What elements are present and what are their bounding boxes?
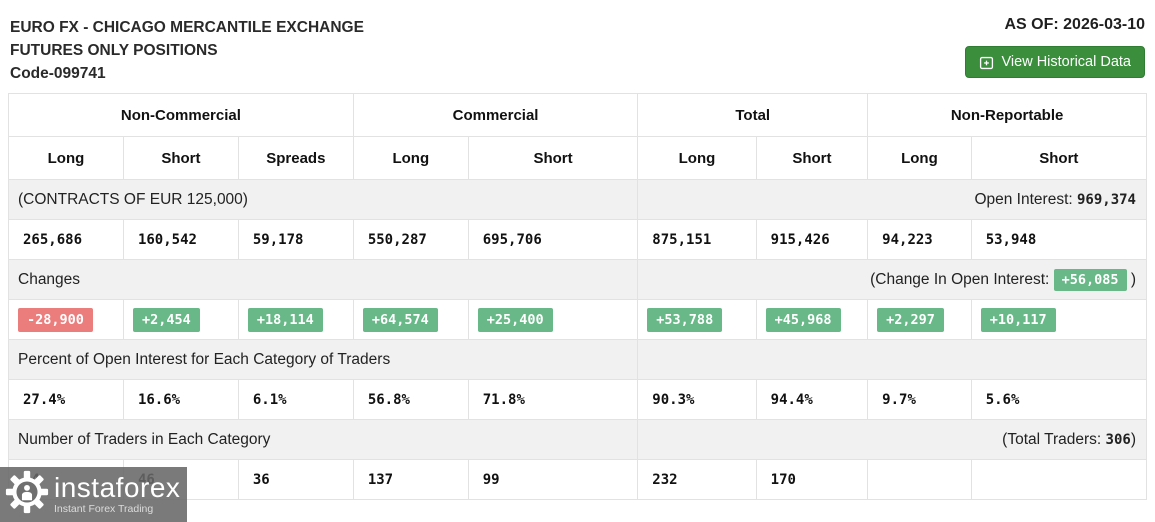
group-header-non-commercial: Non-Commercial <box>8 93 354 137</box>
positions-cell: 695,706 <box>467 219 639 260</box>
change-in-open-interest: (Change In Open Interest: +56,085 ) <box>637 259 1147 300</box>
group-header-non-reportable: Non-Reportable <box>867 93 1147 137</box>
calendar-plus-icon <box>979 55 994 70</box>
watermark-text: instaforex Instant Forex Trading <box>54 474 180 515</box>
traders-label: Number of Traders in Each Category <box>7 419 639 460</box>
percent-cell: 6.1% <box>237 379 354 420</box>
instaforex-gear-logo-icon <box>5 470 49 519</box>
total-traders: (Total Traders: 306) <box>637 419 1147 460</box>
change-badge: +2,297 <box>877 307 944 332</box>
report-header: EURO FX - CHICAGO MERCANTILE EXCHANGE FU… <box>10 16 364 85</box>
report-title: EURO FX - CHICAGO MERCANTILE EXCHANGE <box>10 19 364 36</box>
change-badge: +53,788 <box>647 307 723 332</box>
total-traders-value: 306 <box>1105 431 1131 448</box>
change-badge: +10,117 <box>980 307 1056 332</box>
percent-cell: 16.6% <box>122 379 239 420</box>
watermark-brand: instaforex <box>54 472 181 504</box>
positions-cell: 53,948 <box>970 219 1148 260</box>
col-header-nc-long: Long <box>8 136 124 180</box>
percent-label: Percent of Open Interest for Each Catego… <box>7 339 639 380</box>
positions-cell: 59,178 <box>237 219 354 260</box>
change-badge: +64,574 <box>362 307 438 332</box>
group-header-total: Total <box>637 93 869 137</box>
group-header-row: Non-Commercial Commercial Total Non-Repo… <box>8 93 1147 137</box>
positions-cell: 915,426 <box>755 219 869 260</box>
traders-cell: 99 <box>467 459 639 500</box>
percent-cell: 27.4% <box>8 379 124 420</box>
view-historical-data-button[interactable]: View Historical Data <box>964 46 1145 78</box>
group-header-commercial: Commercial <box>352 93 639 137</box>
col-header-c-short: Short <box>467 136 639 180</box>
change-badge: +45,968 <box>765 307 841 332</box>
traders-cell <box>970 459 1148 500</box>
open-interest: Open Interest: 969,374 <box>637 179 1147 220</box>
change-oi-badge: +56,085 <box>1053 268 1127 291</box>
change-badge: -28,900 <box>18 307 93 332</box>
percent-cell: 94.4% <box>755 379 869 420</box>
column-header-row: Long Short Spreads Long Short Long Short… <box>8 136 1148 180</box>
traders-label-row: Number of Traders in Each Category (Tota… <box>7 419 1147 460</box>
positions-cell: 875,151 <box>637 219 757 260</box>
total-traders-prefix: (Total Traders: <box>1002 430 1106 448</box>
positions-cell: 265,686 <box>8 219 124 260</box>
col-header-nc-short: Short <box>122 136 239 180</box>
traders-cell: 137 <box>352 459 469 500</box>
col-header-nr-short: Short <box>970 136 1148 180</box>
col-header-c-long: Long <box>352 136 469 180</box>
change-badge: +25,400 <box>477 307 553 332</box>
contracts-label-row: (CONTRACTS OF EUR 125,000) Open Interest… <box>7 179 1147 220</box>
percent-cell: 9.7% <box>867 379 972 420</box>
positions-row: 265,686 160,542 59,178 550,287 695,706 8… <box>8 219 1148 260</box>
report-code: Code-099741 <box>10 65 106 82</box>
traders-cell: 232 <box>637 459 757 500</box>
percent-cell: 90.3% <box>637 379 757 420</box>
report-subtitle: FUTURES ONLY POSITIONS <box>10 42 218 59</box>
change-oi-prefix: (Change In Open Interest: <box>870 270 1054 288</box>
col-header-t-long: Long <box>637 136 757 180</box>
cot-report-table: Non-Commercial Commercial Total Non-Repo… <box>7 93 1148 500</box>
top-bar: EURO FX - CHICAGO MERCANTILE EXCHANGE FU… <box>0 0 1155 93</box>
view-historical-data-label: View Historical Data <box>1001 54 1131 70</box>
col-header-nr-long: Long <box>867 136 972 180</box>
percent-cell: 56.8% <box>352 379 469 420</box>
changes-label: Changes <box>7 259 639 300</box>
positions-cell: 160,542 <box>122 219 239 260</box>
contracts-label: (CONTRACTS OF EUR 125,000) <box>7 179 639 220</box>
changes-label-row: Changes (Change In Open Interest: +56,08… <box>7 259 1147 300</box>
as-of-date: AS OF: 2026-03-10 <box>1004 16 1145 33</box>
col-header-nc-spreads: Spreads <box>237 136 354 180</box>
traders-cell <box>867 459 972 500</box>
change-oi-suffix: ) <box>1126 270 1136 288</box>
open-interest-value: 969,374 <box>1076 191 1136 208</box>
col-header-t-short: Short <box>755 136 869 180</box>
percent-label-right-spacer <box>637 339 1147 380</box>
percent-cell: 5.6% <box>970 379 1148 420</box>
change-badge: +18,114 <box>247 307 323 332</box>
total-traders-suffix: ) <box>1130 430 1136 448</box>
percent-cell: 71.8% <box>467 379 639 420</box>
traders-cell: 36 <box>237 459 354 500</box>
percent-row: 27.4% 16.6% 6.1% 56.8% 71.8% 90.3% 94.4%… <box>8 379 1148 420</box>
positions-cell: 550,287 <box>352 219 469 260</box>
open-interest-label: Open Interest: <box>974 190 1077 208</box>
changes-row: -28,900 +2,454 +18,114 +64,574 +25,400 +… <box>8 299 1148 340</box>
traders-cell: 170 <box>755 459 869 500</box>
instaforex-watermark: instaforex Instant Forex Trading <box>0 467 187 522</box>
positions-cell: 94,223 <box>867 219 972 260</box>
change-badge: +2,454 <box>132 307 200 332</box>
top-right: AS OF: 2026-03-10 View Historical Data <box>964 16 1145 78</box>
percent-label-row: Percent of Open Interest for Each Catego… <box>7 339 1147 380</box>
watermark-tagline: Instant Forex Trading <box>54 503 154 516</box>
